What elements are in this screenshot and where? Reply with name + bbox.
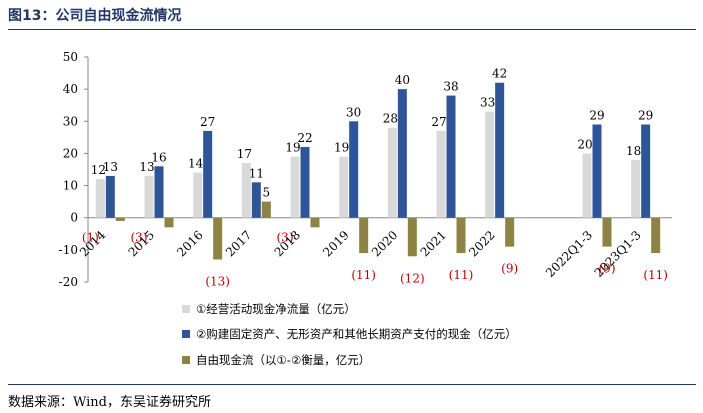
data-label: 12 — [91, 163, 106, 177]
data-label: 27 — [431, 115, 446, 129]
bar-2 — [397, 89, 407, 218]
bar-3 — [651, 217, 661, 254]
x-tick-label: 2021 — [418, 228, 449, 259]
y-tick-label: 30 — [63, 114, 78, 128]
data-label: 33 — [480, 96, 495, 110]
data-label: 17 — [237, 147, 252, 161]
legend-swatch — [182, 356, 190, 364]
bar-3 — [310, 217, 320, 228]
legend-item-operating-cash: ①经营活动现金净流量（亿元） — [182, 301, 356, 317]
bar-1 — [290, 156, 300, 218]
bar-1 — [485, 111, 495, 218]
data-label: 14 — [188, 157, 204, 171]
legend-item-capex: ②购建固定资产、无形资产和其他长期资产支付的现金（亿元） — [182, 326, 517, 342]
bar-3 — [261, 201, 271, 218]
data-label: 30 — [346, 105, 361, 119]
y-tick-label: 0 — [70, 211, 78, 225]
x-tick-label: 2019 — [320, 228, 351, 259]
legend-label: ②购建固定资产、无形资产和其他长期资产支付的现金（亿元） — [196, 327, 517, 341]
data-label: 22 — [297, 131, 312, 145]
data-label: (11) — [643, 268, 668, 282]
data-label: 19 — [334, 141, 349, 155]
x-tick-label: 2022Q1-3 — [543, 228, 595, 280]
data-label: (9) — [501, 262, 518, 276]
data-label: 11 — [249, 166, 264, 180]
y-tick-label: -10 — [59, 243, 78, 257]
data-label: (3) — [277, 231, 294, 245]
x-tick-label: 2022 — [466, 228, 497, 259]
legend-item-free-cash-flow: 自由现金流（以①-②衡量，亿元） — [182, 352, 370, 368]
bar-3 — [407, 217, 417, 257]
data-label: 18 — [626, 144, 641, 158]
data-label: 28 — [383, 112, 398, 126]
y-tick-label: 50 — [63, 50, 78, 64]
legend-swatch — [182, 305, 190, 313]
data-label: (11) — [351, 268, 376, 282]
data-label: (1) — [82, 231, 99, 245]
data-label: (11) — [449, 268, 474, 282]
y-tick-label: 20 — [63, 146, 78, 160]
data-label: 29 — [638, 109, 653, 123]
bar-3 — [456, 217, 466, 254]
x-tick-label: 2023Q1-3 — [592, 228, 644, 280]
data-label: 40 — [395, 73, 410, 87]
data-label: (12) — [400, 271, 425, 285]
data-label: 20 — [577, 137, 592, 151]
bar-1 — [339, 156, 349, 218]
data-label: 27 — [200, 115, 215, 129]
bar-2 — [592, 124, 602, 218]
x-tick-label: 2020 — [369, 228, 400, 259]
data-label: 5 — [263, 186, 271, 200]
bar-1 — [241, 163, 251, 218]
bar-3 — [505, 217, 515, 247]
bar-3 — [359, 217, 369, 254]
bar-1 — [144, 175, 154, 218]
bar-2 — [641, 124, 651, 218]
data-label: (13) — [205, 275, 230, 289]
legend-label: 自由现金流（以①-②衡量，亿元） — [196, 353, 371, 367]
data-label: 19 — [285, 141, 300, 155]
data-label: 13 — [139, 160, 154, 174]
figure-title: 图13：公司自由现金流情况 — [8, 8, 182, 24]
bar-1 — [387, 127, 397, 218]
bar-2 — [251, 182, 261, 218]
data-label: 13 — [103, 160, 118, 174]
data-label: (3) — [131, 231, 148, 245]
bar-2 — [446, 95, 456, 218]
bar-3 — [115, 217, 125, 221]
x-tick-label: 2016 — [174, 228, 205, 259]
data-label: (9) — [599, 262, 616, 276]
bar-3 — [213, 217, 223, 260]
bar-1 — [436, 130, 446, 218]
bar-2 — [349, 121, 359, 218]
source-note: 数据来源：Wind，东吴证券研究所 — [8, 395, 211, 410]
data-label: 29 — [589, 109, 604, 123]
bar-2 — [203, 130, 213, 218]
bar-1 — [631, 159, 641, 218]
data-label: 42 — [492, 67, 507, 81]
y-tick-label: -20 — [59, 275, 78, 289]
bar-2 — [495, 82, 505, 218]
legend-swatch — [182, 330, 190, 338]
bar-3 — [602, 217, 612, 247]
data-label: 38 — [443, 80, 458, 94]
legend-label: ①经营活动现金净流量（亿元） — [196, 302, 356, 316]
bar-2 — [154, 166, 164, 218]
bar-2 — [105, 175, 115, 218]
bar-1 — [95, 179, 105, 218]
bar-1 — [582, 153, 592, 218]
x-tick-label: 2017 — [223, 228, 254, 259]
bar-chart: -20-10010203040501213(1)20141316(3)20151… — [59, 50, 672, 289]
data-label: 16 — [151, 150, 166, 164]
y-tick-label: 10 — [63, 179, 78, 193]
bar-1 — [193, 172, 203, 218]
source-divider — [8, 384, 696, 385]
title-divider — [8, 29, 696, 30]
y-tick-label: 40 — [63, 82, 78, 96]
bar-2 — [300, 147, 310, 218]
bar-3 — [164, 217, 174, 228]
